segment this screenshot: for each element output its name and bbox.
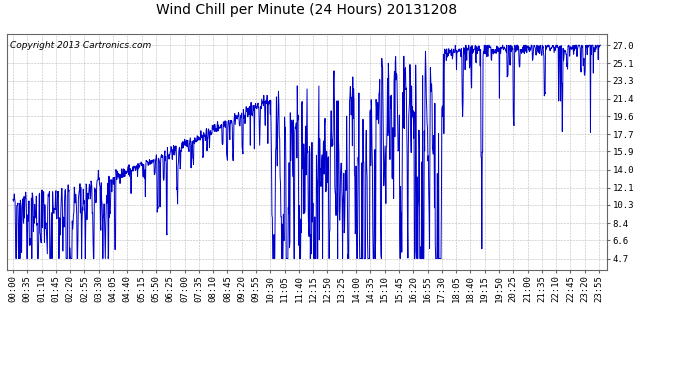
Title: Wind Chill per Minute (24 Hours) 20131208: Wind Chill per Minute (24 Hours) 2013120…	[157, 3, 457, 17]
Text: Copyright 2013 Cartronics.com: Copyright 2013 Cartronics.com	[10, 41, 151, 50]
